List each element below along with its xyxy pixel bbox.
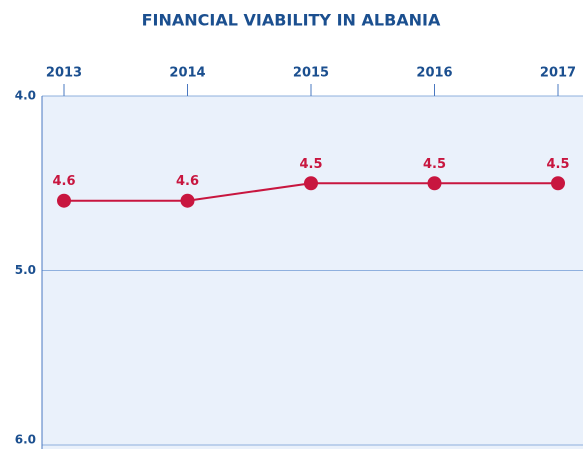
y-tick-label: 4.0 xyxy=(15,89,36,103)
chart-title: FINANCIAL VIABILITY IN ALBANIA xyxy=(142,11,441,30)
data-point xyxy=(304,176,318,191)
plot-area xyxy=(42,96,583,449)
y-tick-label: 6.0 xyxy=(15,433,36,447)
x-tick-label: 2017 xyxy=(540,66,576,81)
x-tick-label: 2013 xyxy=(46,66,82,81)
data-point xyxy=(551,176,565,191)
x-tick-label: 2014 xyxy=(169,66,205,81)
data-point xyxy=(180,193,195,208)
x-tick-label: 2016 xyxy=(416,66,452,81)
data-label: 4.5 xyxy=(546,157,569,172)
data-label: 4.5 xyxy=(299,157,322,172)
data-point xyxy=(57,193,71,208)
data-point xyxy=(427,176,442,191)
x-tick-label: 2015 xyxy=(293,66,329,81)
y-tick-label: 5.0 xyxy=(15,263,36,277)
data-label: 4.6 xyxy=(52,174,75,189)
data-label: 4.5 xyxy=(423,157,446,172)
data-label: 4.6 xyxy=(176,174,199,189)
